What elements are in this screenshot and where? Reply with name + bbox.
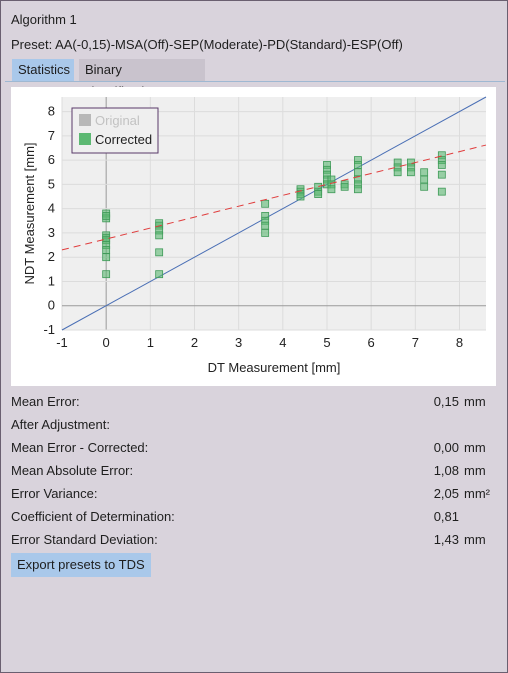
data-point: [261, 221, 270, 230]
stat-row-mean-error: Mean Error: 0,15 mm: [11, 394, 491, 412]
x-tick-label: 4: [279, 335, 286, 350]
stat-value: 0,00: [433, 440, 459, 455]
data-point: [102, 253, 111, 262]
preset-label: Preset: AA(-0,15)-MSA(Off)-SEP(Moderate)…: [11, 37, 403, 52]
x-tick-label: 0: [103, 335, 110, 350]
data-point: [102, 212, 111, 220]
stat-label: Coefficient of Determination:: [11, 509, 175, 524]
stat-unit: mm: [464, 532, 486, 547]
stat-row-error-variance: Error Variance: 2,05 mm²: [11, 486, 491, 504]
x-tick-label: 5: [323, 335, 330, 350]
data-point: [407, 168, 415, 177]
y-tick-label: 4: [48, 201, 55, 216]
window-title: Algorithm 1: [11, 12, 77, 27]
y-tick-label: 7: [48, 128, 55, 143]
data-point: [155, 231, 164, 240]
stat-row-mean-absolute-error: Mean Absolute Error: 1,08 mm: [11, 463, 491, 481]
stat-value: 2,05: [433, 486, 459, 501]
data-point: [354, 168, 362, 177]
x-tick-label: 2: [191, 335, 198, 350]
data-point: [314, 190, 323, 198]
data-point: [296, 192, 305, 201]
data-point: [354, 185, 362, 194]
data-point: [261, 199, 270, 208]
y-tick-label: 5: [48, 176, 55, 191]
x-tick-label: -1: [56, 335, 68, 350]
data-point: [420, 182, 429, 191]
stat-value: 1,08: [433, 463, 459, 478]
legend-swatch-original: [79, 114, 91, 126]
y-tick-label: 6: [48, 152, 55, 167]
stat-value: 1,43: [433, 532, 459, 547]
stat-unit: mm: [464, 440, 486, 455]
data-point: [155, 248, 164, 257]
trend-line: [61, 144, 487, 251]
data-point: [102, 270, 111, 279]
x-tick-label: 1: [147, 335, 154, 350]
stat-label: Mean Error - Corrected:: [11, 440, 149, 455]
data-point: [437, 170, 446, 179]
data-point: [340, 182, 349, 191]
legend-label-corrected: Corrected: [95, 132, 152, 147]
data-point: [354, 161, 362, 169]
y-tick-label: -1: [43, 322, 55, 337]
data-point: [437, 187, 446, 196]
y-tick-label: 0: [48, 298, 55, 313]
stat-row-mean-error-corrected: Mean Error - Corrected: 0,00 mm: [11, 440, 491, 458]
identity-line: [61, 96, 487, 331]
data-point: [437, 161, 446, 169]
data-point: [420, 175, 429, 184]
data-point: [420, 168, 429, 177]
stat-row-coefficient-of-determination: Coefficient of Determination: 0,81: [11, 509, 491, 527]
stat-row-after-adjustment: After Adjustment:: [11, 417, 491, 435]
y-tick-label: 1: [48, 273, 55, 288]
stat-label: Error Variance:: [11, 486, 98, 501]
y-tick-label: 3: [48, 225, 55, 240]
y-tick-label: 2: [48, 249, 55, 264]
data-point: [261, 229, 270, 237]
legend-box: [71, 107, 159, 154]
chart-panel: -1 0 1 2 3 4 5 6 7 8 -1 0 1 2 3 4 5 6 7 8 DT Measurement [mm…: [11, 87, 496, 386]
y-tick-label: 8: [48, 104, 55, 119]
stat-label: Mean Error:: [11, 394, 80, 409]
data-point: [327, 185, 336, 194]
legend-label-original: Original: [95, 113, 140, 128]
stat-label: After Adjustment:: [11, 417, 110, 432]
stat-unit: mm: [464, 394, 486, 409]
stat-row-error-standard-deviation: Error Standard Deviation: 1,43 mm: [11, 532, 491, 550]
tab-statistics[interactable]: Statistics: [12, 59, 74, 81]
x-axis-title: DT Measurement [mm]: [208, 360, 341, 375]
data-point: [155, 270, 164, 279]
data-point: [102, 246, 111, 254]
stat-unit: mm: [464, 463, 486, 478]
stat-label: Mean Absolute Error:: [11, 463, 134, 478]
scatter-chart: -1 0 1 2 3 4 5 6 7 8 -1 0 1 2 3 4 5 6 7 8 DT Measurement [mm…: [22, 96, 487, 375]
x-tick-label: 6: [368, 335, 375, 350]
legend-swatch-corrected: [79, 133, 91, 145]
export-presets-button[interactable]: Export presets to TDS: [11, 553, 151, 577]
stat-value: 0,15: [433, 394, 459, 409]
x-tick-label: 7: [412, 335, 419, 350]
y-axis-title: NDT Measurement [mm]: [22, 142, 37, 284]
tab-binary-classification[interactable]: Binary classification: [79, 59, 205, 99]
stat-label: Error Standard Deviation:: [11, 532, 158, 547]
x-tick-label: 3: [235, 335, 242, 350]
stat-value: 0,81: [433, 509, 459, 524]
x-tick-label: 8: [456, 335, 463, 350]
data-point: [393, 168, 402, 177]
stat-unit: mm²: [464, 486, 490, 501]
tab-divider: [5, 81, 505, 82]
